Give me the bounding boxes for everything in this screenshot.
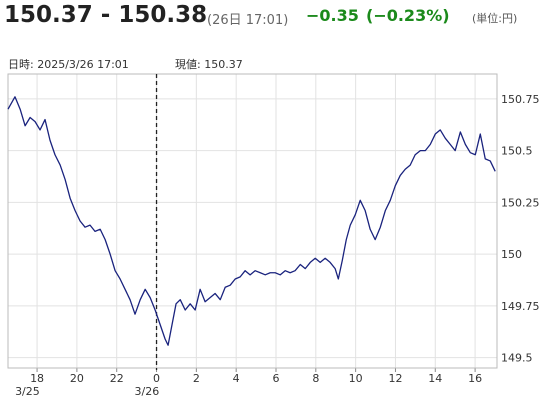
x-tick-label: 6 <box>272 372 279 385</box>
plot-frame <box>7 73 498 369</box>
x-tick-label: 20 <box>70 372 84 385</box>
price-line <box>7 96 496 346</box>
quote-time: (26日 17:01) <box>207 13 289 28</box>
x-tick-label: 4 <box>233 372 240 385</box>
y-tick-label: 150.75 <box>501 93 540 106</box>
y-tick-label: 149.75 <box>501 300 540 313</box>
unit: (単位:円) <box>472 12 518 25</box>
x-tick-label: 10 <box>349 372 363 385</box>
change: −0.35 <box>306 6 359 25</box>
x-date-label: 3/26 <box>135 385 160 398</box>
price: 150.37 - 150.38 <box>4 2 208 28</box>
y-tick-label: 150.25 <box>501 196 540 209</box>
x-tick-label: 14 <box>428 372 442 385</box>
x-tick-label: 22 <box>110 372 124 385</box>
change-percent: (−0.23%) <box>366 6 450 25</box>
x-tick-label: 8 <box>312 372 319 385</box>
x-date-label: 3/25 <box>15 385 40 398</box>
y-tick-label: 149.5 <box>501 352 533 365</box>
x-tick-label: 12 <box>388 372 402 385</box>
x-tick-label: 2 <box>193 372 200 385</box>
y-tick-label: 150 <box>501 248 522 261</box>
y-tick-label: 150.5 <box>501 145 533 158</box>
info-time: 日時: 2025/3/26 17:01 <box>8 58 129 71</box>
x-tick-label: 0 <box>153 372 160 385</box>
info-price: 現値: 150.37 <box>175 58 243 71</box>
x-tick-label: 18 <box>30 372 44 385</box>
x-tick-label: 16 <box>468 372 482 385</box>
